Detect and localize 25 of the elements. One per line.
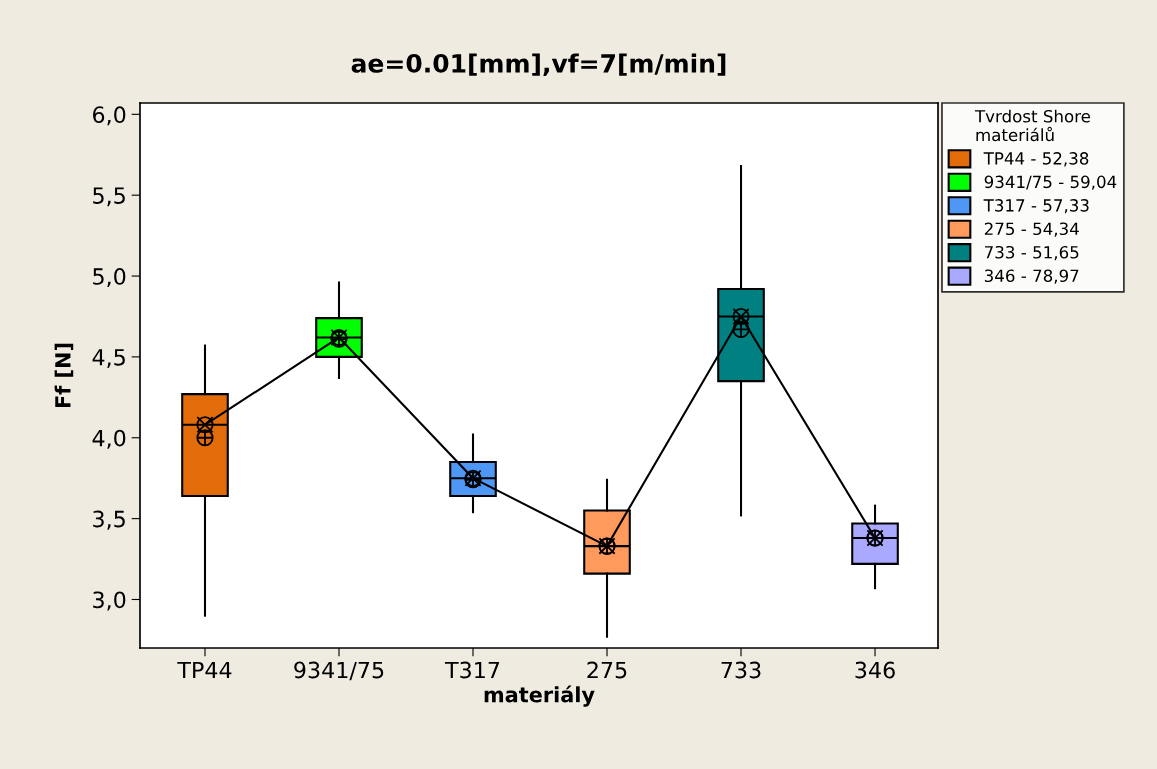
- legend-label: T317 - 57,33: [983, 199, 1089, 214]
- point: [196, 416, 214, 434]
- x-axis-title: materiály: [484, 685, 595, 707]
- legend-label: 9341/75 - 59,04: [984, 175, 1117, 190]
- legend-label: 275 - 54,34: [984, 222, 1079, 237]
- y-tick-label: 4,5: [92, 349, 125, 368]
- y-tick-label: 6,0: [93, 106, 126, 126]
- x-tick-label: 9341/75: [294, 661, 384, 681]
- y-tick-label: 3,5: [93, 510, 125, 530]
- legend-label: 346 - 78,97: [984, 269, 1079, 284]
- legend-label: TP44 - 52,38: [983, 152, 1089, 167]
- x-tick-label: T317: [444, 661, 500, 679]
- y-tick-label: 5,5: [93, 187, 125, 207]
- y-tick-label: 4,0: [92, 429, 126, 449]
- chart-title: ae=0.01[mm],vf=7[m/min]: [351, 53, 726, 76]
- y-axis-title: Ff [N]: [54, 343, 74, 408]
- legend-title: Tvrdost Shore materiálů: [974, 109, 1091, 142]
- legend-label: 733 - 51,65: [985, 245, 1079, 261]
- x-tick-label: 346: [855, 661, 895, 679]
- x-tick-label: 733: [721, 661, 761, 679]
- y-tick-label: 5,0: [93, 267, 126, 288]
- x-tick-label: 275: [587, 661, 627, 679]
- point: [732, 307, 750, 326]
- y-tick-label: 3,0: [93, 591, 126, 611]
- x-tick-label: TP44: [177, 661, 232, 679]
